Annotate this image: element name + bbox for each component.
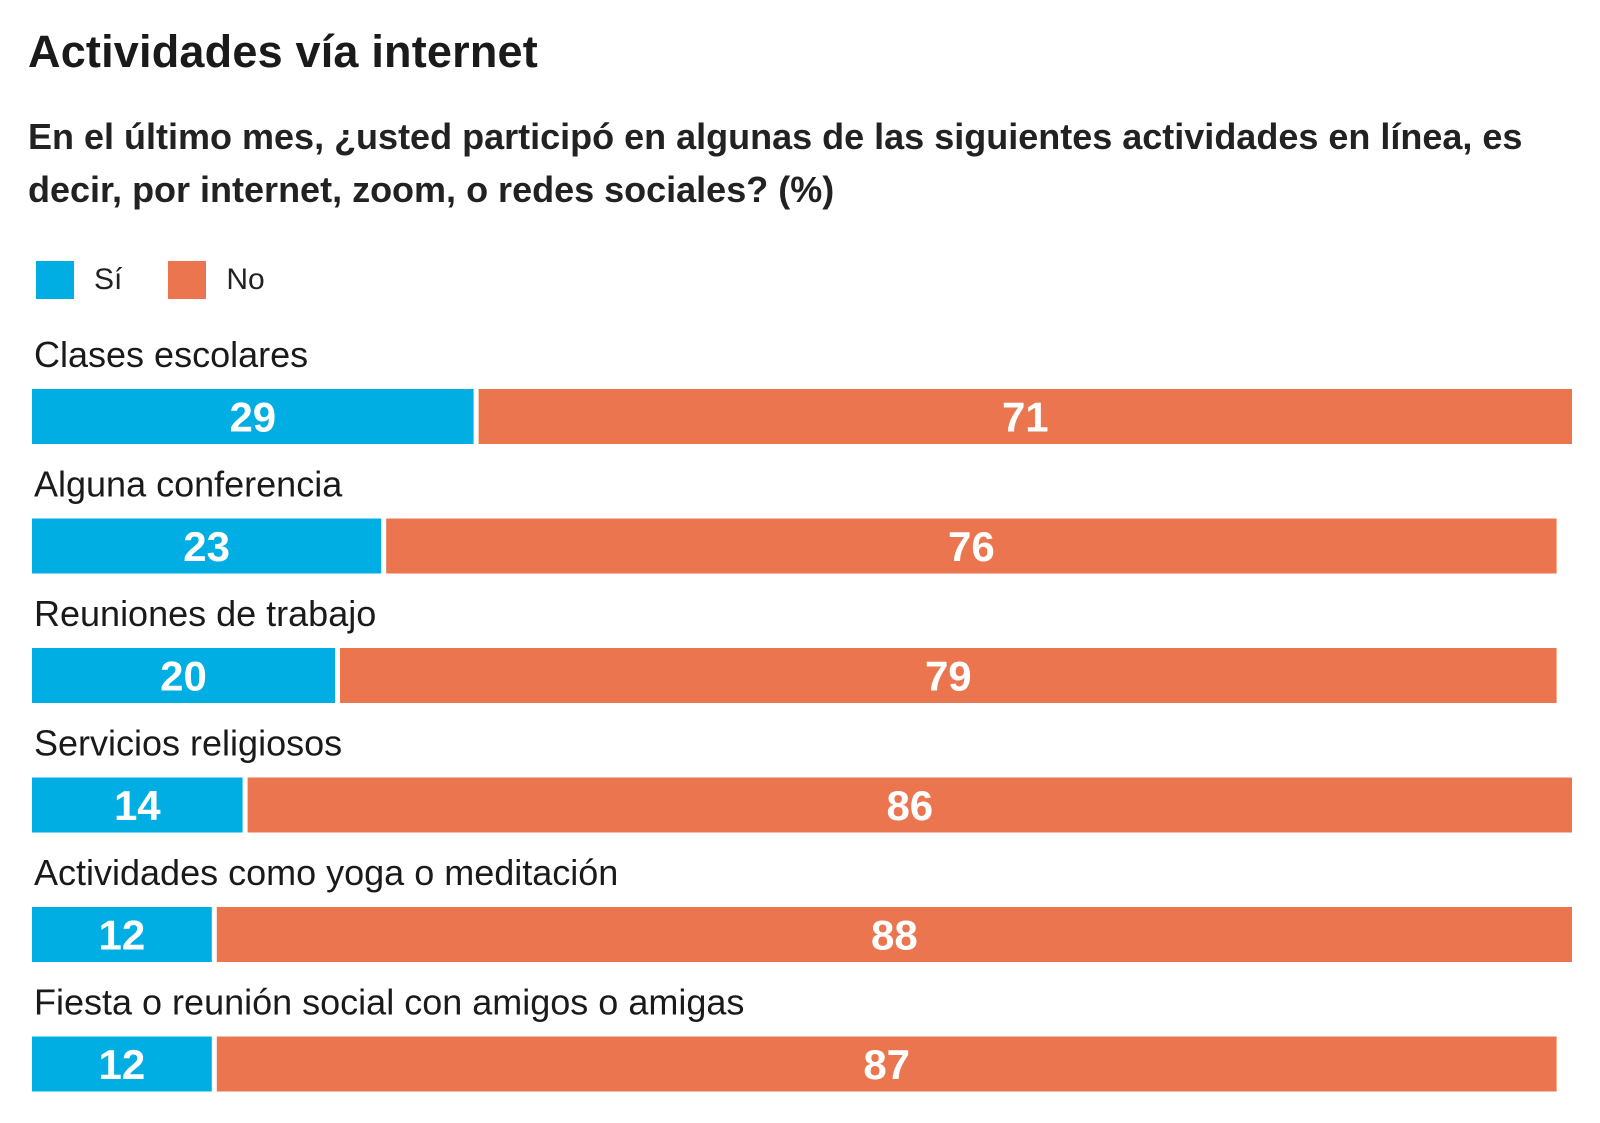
- data-label-no-fiesta-o-reunion-social-con-amigos-o-amigas: 87: [863, 1041, 910, 1088]
- bar-segment-si-clases-escolares: [32, 389, 474, 444]
- data-label-si-servicios-religiosos: 14: [114, 782, 161, 829]
- bar-segment-no-reuniones-de-trabajo: [340, 648, 1557, 703]
- data-label-si-reuniones-de-trabajo: 20: [160, 653, 207, 700]
- category-label-clases-escolares: Clases escolares: [34, 334, 308, 375]
- category-label-reuniones-de-trabajo: Reuniones de trabajo: [34, 593, 376, 634]
- data-label-no-clases-escolares: 71: [1002, 394, 1049, 441]
- category-label-alguna-conferencia: Alguna conferencia: [34, 464, 343, 505]
- legend-label-si: Sí: [94, 263, 123, 296]
- bar-segment-si-actividades-como-yoga-o-meditacion: [32, 907, 212, 962]
- legend-label-no: No: [226, 263, 265, 296]
- chart-subtitle: En el último mes, ¿usted participó en al…: [28, 116, 1523, 210]
- legend: Sí No: [36, 260, 311, 300]
- data-label-no-reuniones-de-trabajo: 79: [925, 653, 972, 700]
- legend-item-si: Sí: [36, 261, 122, 299]
- data-label-no-servicios-religiosos: 86: [886, 782, 933, 829]
- bar-segment-no-actividades-como-yoga-o-meditacion: [216, 907, 1572, 962]
- bar-segment-no-servicios-religiosos: [247, 777, 1573, 833]
- category-label-actividades-como-yoga-o-meditacion: Actividades como yoga o meditación: [34, 852, 618, 893]
- data-label-no-actividades-como-yoga-o-meditacion: 88: [871, 912, 918, 959]
- category-label-servicios-religiosos: Servicios religiosos: [34, 723, 342, 764]
- data-label-si-fiesta-o-reunion-social-con-amigos-o-amigas: 12: [99, 1041, 146, 1088]
- data-label-no-alguna-conferencia: 76: [948, 523, 995, 570]
- data-label-si-alguna-conferencia: 23: [183, 523, 230, 570]
- legend-swatch-no: [168, 261, 207, 299]
- bar-segment-si-servicios-religiosos: [32, 777, 243, 833]
- bar-segment-si-reuniones-de-trabajo: [32, 648, 335, 703]
- bar-segment-no-clases-escolares: [478, 389, 1573, 444]
- legend-item-no: No: [168, 261, 265, 299]
- legend-swatch-si: [36, 261, 74, 299]
- data-label-si-actividades-como-yoga-o-meditacion: 12: [99, 912, 146, 959]
- bar-segment-si-fiesta-o-reunion-social-con-amigos-o-amigas: [32, 1036, 212, 1092]
- bar-segment-no-fiesta-o-reunion-social-con-amigos-o-amigas: [216, 1036, 1557, 1092]
- chart-title: Actividades vía internet: [28, 26, 538, 77]
- category-label-fiesta-o-reunion-social-con-amigos-o-amigas: Fiesta o reunión social con amigos o ami…: [34, 982, 744, 1023]
- bar-segment-si-alguna-conferencia: [32, 518, 382, 574]
- bar-segment-no-alguna-conferencia: [386, 518, 1557, 574]
- data-label-si-clases-escolares: 29: [229, 394, 276, 441]
